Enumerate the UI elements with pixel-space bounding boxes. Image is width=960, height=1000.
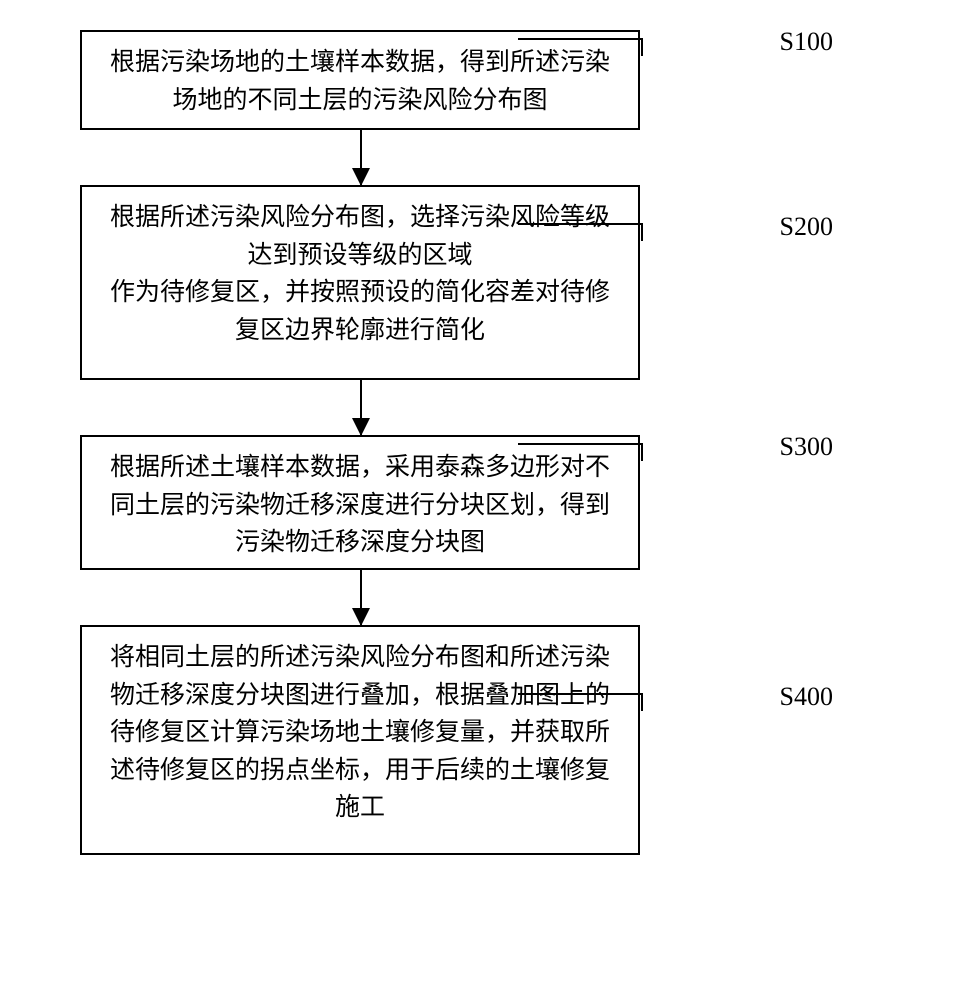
flowchart-container: 根据污染场地的土壤样本数据，得到所述污染场地的不同土层的污染风险分布图 S100… — [80, 30, 900, 855]
label-connector-s400 — [518, 693, 643, 711]
step-box-s400: 将相同土层的所述污染风险分布图和所述污染物迁移深度分块图进行叠加，根据叠加图上的… — [80, 625, 640, 855]
connector-3 — [360, 570, 362, 625]
arrow-head-3 — [352, 608, 370, 626]
label-connector-s100 — [518, 38, 643, 56]
step-text-s200-line2: 作为待修复区，并按照预设的简化容差对待修复区边界轮廓进行简化 — [102, 274, 618, 349]
arrow-head-2 — [352, 418, 370, 436]
step-box-s100: 根据污染场地的土壤样本数据，得到所述污染场地的不同土层的污染风险分布图 S100 — [80, 30, 640, 130]
step-text-s300: 根据所述土壤样本数据，采用泰森多边形对不同土层的污染物迁移深度进行分块区划，得到… — [110, 454, 610, 556]
label-connector-s200 — [518, 223, 643, 241]
step-text-s400: 将相同土层的所述污染风险分布图和所述污染物迁移深度分块图进行叠加，根据叠加图上的… — [110, 644, 610, 821]
step-label-s300: S300 — [780, 427, 833, 466]
step-box-s300: 根据所述土壤样本数据，采用泰森多边形对不同土层的污染物迁移深度进行分块区划，得到… — [80, 435, 640, 570]
step-label-s400: S400 — [780, 677, 833, 716]
step-label-s200: S200 — [780, 207, 833, 246]
connector-1 — [360, 130, 362, 185]
step-box-s200: 根据所述污染风险分布图，选择污染风险等级达到预设等级的区域 作为待修复区，并按照… — [80, 185, 640, 380]
step-label-s100: S100 — [780, 22, 833, 61]
step-text-s100: 根据污染场地的土壤样本数据，得到所述污染场地的不同土层的污染风险分布图 — [110, 49, 610, 114]
arrow-head-1 — [352, 168, 370, 186]
label-connector-s300 — [518, 443, 643, 461]
connector-2 — [360, 380, 362, 435]
